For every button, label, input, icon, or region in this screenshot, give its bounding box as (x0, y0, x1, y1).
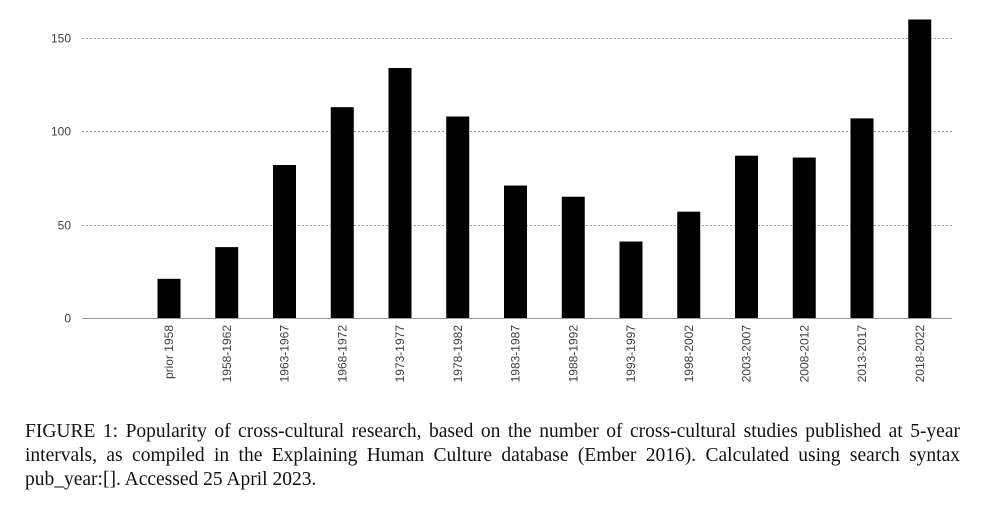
bar (677, 211, 701, 318)
bar (446, 116, 470, 318)
figure-caption: FIGURE 1: Popularity of cross-cultural r… (25, 421, 960, 490)
bar (273, 165, 296, 318)
bar (330, 107, 354, 319)
y-tick-label: 150 (51, 32, 71, 46)
bar (157, 278, 181, 318)
x-tick-label: 1978-1982 (451, 325, 465, 383)
x-tick-label: 2018-2022 (913, 325, 927, 383)
x-tick-label: 2013-2017 (855, 325, 869, 383)
x-tick-label: 1983-1987 (509, 325, 523, 383)
y-tick-label: 50 (58, 219, 72, 233)
x-tick-label: prior 1958 (162, 325, 176, 379)
y-tick-label: 0 (64, 312, 71, 326)
bar-chart: 0 50 100 150 prior 1958 1958-1962 1963-1967 196… (51, 19, 952, 383)
bar (504, 185, 527, 318)
bar (215, 247, 239, 318)
bar (561, 196, 585, 318)
bar (735, 155, 758, 318)
bar (908, 19, 932, 318)
x-tick-label: 1963-1967 (278, 325, 292, 383)
x-tick-label: 1993-1997 (624, 325, 638, 383)
x-tick-label: 1988-1992 (566, 325, 580, 383)
bar (388, 68, 412, 318)
bar (792, 157, 816, 318)
bar (619, 241, 643, 318)
bar (850, 118, 874, 318)
x-tick-label: 2003-2007 (740, 325, 754, 383)
x-tick-label: 1973-1977 (393, 325, 407, 383)
x-tick-label: 1958-1962 (220, 325, 234, 383)
x-tick-label: 2008-2012 (797, 325, 811, 383)
x-tick-label: 1968-1972 (335, 325, 349, 383)
y-tick-label: 100 (51, 125, 71, 139)
x-tick-label: 1998-2002 (682, 325, 696, 383)
